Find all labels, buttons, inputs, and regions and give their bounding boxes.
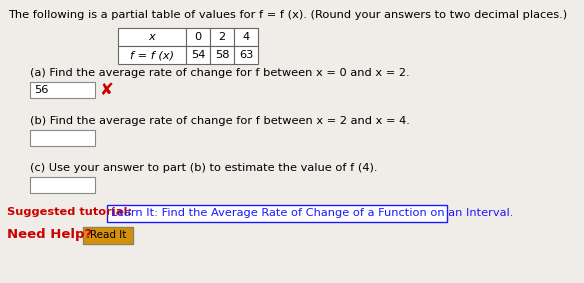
Bar — [107, 205, 447, 222]
Text: f = f (x): f = f (x) — [130, 50, 174, 60]
Text: The following is a partial table of values for f = f (x). (Round your answers to: The following is a partial table of valu… — [8, 10, 567, 20]
Text: 56: 56 — [34, 85, 48, 95]
Bar — [118, 46, 186, 64]
Bar — [210, 28, 234, 46]
Text: Suggested tutorial:: Suggested tutorial: — [7, 207, 132, 217]
Text: (b) Find the average rate of change for f between x = 2 and x = 4.: (b) Find the average rate of change for … — [30, 116, 410, 126]
Bar — [186, 28, 210, 46]
Bar — [186, 46, 210, 64]
Text: 63: 63 — [239, 50, 253, 60]
Bar — [118, 28, 186, 46]
Text: 0: 0 — [194, 32, 201, 42]
Bar — [210, 46, 234, 64]
Text: 54: 54 — [191, 50, 205, 60]
Text: ✘: ✘ — [100, 81, 114, 99]
Text: Learn It: Find the Average Rate of Change of a Function on an Interval.: Learn It: Find the Average Rate of Chang… — [111, 209, 513, 218]
Bar — [83, 227, 133, 244]
Text: Read It: Read It — [90, 230, 126, 241]
Bar — [30, 177, 95, 193]
Bar — [234, 28, 258, 46]
Bar — [234, 46, 258, 64]
Bar — [30, 82, 95, 98]
Text: Need Help?: Need Help? — [7, 228, 92, 241]
Text: x: x — [148, 32, 155, 42]
Text: 58: 58 — [215, 50, 230, 60]
Text: 2: 2 — [218, 32, 225, 42]
Bar — [30, 130, 95, 146]
Text: (a) Find the average rate of change for f between x = 0 and x = 2.: (a) Find the average rate of change for … — [30, 68, 409, 78]
Text: 4: 4 — [242, 32, 249, 42]
Text: (c) Use your answer to part (b) to estimate the value of f (4).: (c) Use your answer to part (b) to estim… — [30, 163, 377, 173]
